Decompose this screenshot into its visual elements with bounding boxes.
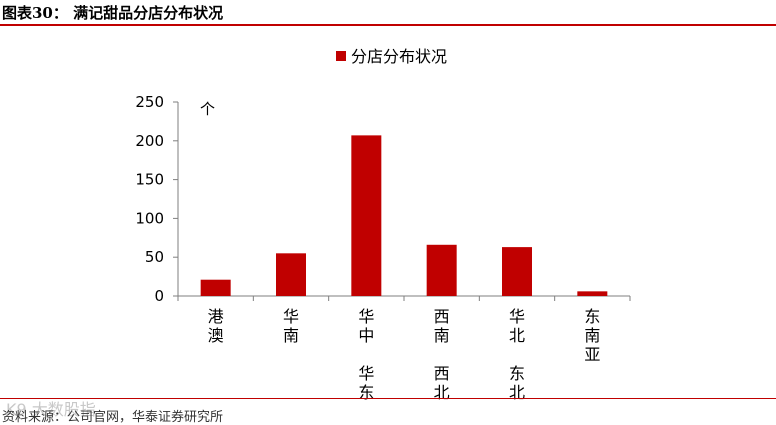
x-category-label: 南 [434,326,450,345]
bar-1 [276,253,306,296]
y-tick-label: 100 [135,209,164,227]
bar-0 [200,279,231,296]
x-category-label: 澳 [208,326,224,345]
x-category-label: 华 [358,307,374,326]
y-tick-label: 150 [135,171,164,189]
x-category-label: 南 [283,326,299,345]
y-unit-label: 个 [200,100,215,118]
bar-2 [351,135,382,296]
x-category-label: 北 [434,383,450,402]
figure-title: 图表30： 满记甜品分店分布状况 [2,4,224,22]
x-category-label: 东 [509,364,525,383]
x-category-label: 西 [434,364,450,383]
y-tick-label: 200 [135,132,164,150]
watermark-logo: K9 大数股指 [6,400,96,419]
x-category-label: 华 [283,307,299,326]
y-tick-label: 250 [135,93,164,111]
x-category-label: 东 [358,383,374,402]
x-category-label: 中 [358,326,374,345]
legend-label: 分店分布状况 [351,47,447,66]
bar-5 [577,291,608,296]
x-category-label: 港 [208,307,224,326]
x-category-label: 华 [509,307,525,326]
x-category-label: 华 [358,364,374,383]
bar-4 [502,247,532,296]
x-category-label: 南 [584,326,600,345]
x-category-label: 东 [584,307,600,326]
x-category-label: 北 [509,383,525,402]
y-tick-label: 0 [154,287,164,305]
footer-divider [0,398,776,399]
x-category-label: 北 [509,326,525,345]
header-divider [0,24,776,26]
source-note: 资料来源：公司官网，华泰证券研究所 [2,410,224,425]
x-category-label: 西 [434,307,450,326]
legend-swatch [336,51,346,61]
y-tick-label: 50 [145,248,164,266]
x-category-label: 亚 [584,345,600,364]
bar-3 [426,244,457,296]
